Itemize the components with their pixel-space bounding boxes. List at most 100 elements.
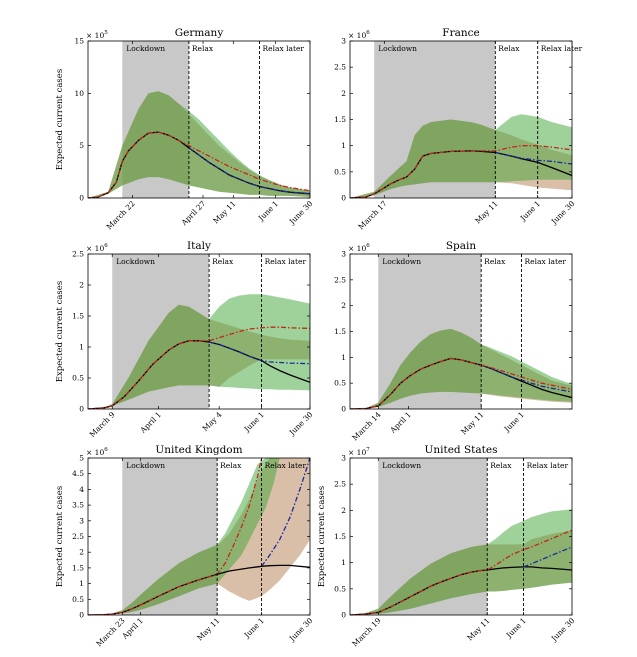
x-tick-label: June 30 xyxy=(549,616,577,644)
x-tick-label: April 27 xyxy=(179,199,208,228)
green-band xyxy=(350,328,572,409)
y-tick-label: 0.5 xyxy=(334,379,346,388)
lockdown-label: Lockdown xyxy=(126,461,165,470)
relax-later-label: Relax later xyxy=(527,461,569,470)
x-tick-label: March 17 xyxy=(356,199,388,231)
y-tick-label: 2 xyxy=(79,281,84,290)
panel-united-kingdom: Lockdown Relax Relax later 0 0.5 1 1.5 2 2.5 3 3.5… xyxy=(55,444,315,648)
x-tick-label: March 22 xyxy=(104,199,136,231)
solid-line xyxy=(350,566,572,615)
y-tick-label: 1 xyxy=(341,558,346,567)
x-tick-label: May 11 xyxy=(195,616,221,642)
relax-label: Relax xyxy=(192,44,214,53)
y-tick-label: 3.5 xyxy=(72,501,84,510)
y-exponent-label: × 106 xyxy=(348,243,370,253)
blue-dashdot-line xyxy=(208,341,310,365)
y-tick-label: 0.5 xyxy=(72,595,84,604)
panel-title: Spain xyxy=(446,240,477,252)
relax-later-label: Relax later xyxy=(265,257,307,266)
y-tick-label: 1.5 xyxy=(72,563,84,572)
green-band xyxy=(88,91,310,198)
x-tick-label: May 11 xyxy=(465,616,491,642)
x-tick-label: April 1 xyxy=(138,410,163,435)
y-tick-label: 2 xyxy=(341,89,346,98)
x-tick-label: June 30 xyxy=(287,410,315,438)
y-tick-label: 0 xyxy=(79,405,84,414)
panel-united-states: Lockdown Relax Relax later 0 0.5 1 1.5 2 2.5 3 Mar… xyxy=(317,444,577,648)
y-tick-label: 2.5 xyxy=(334,275,346,284)
blue-dashdot-line xyxy=(495,151,572,165)
red-dashdot-line xyxy=(350,529,572,615)
x-tick-label: April 1 xyxy=(388,410,413,435)
y-exponent-label: × 106 xyxy=(348,30,370,40)
lockdown-label: Lockdown xyxy=(378,44,417,53)
red-dashdot-line xyxy=(88,458,263,615)
relax-later-label: Relax later xyxy=(541,44,583,53)
relax-label: Relax xyxy=(490,461,512,470)
green-band xyxy=(350,509,572,615)
y-tick-label: 1 xyxy=(79,343,84,352)
relax-label: Relax xyxy=(220,461,242,470)
y-tick-label: 2 xyxy=(79,548,84,557)
relax-label: Relax xyxy=(484,257,506,266)
y-exponent-power: 5 xyxy=(104,30,108,36)
green-band xyxy=(88,458,280,615)
y-tick-label: 1 xyxy=(341,141,346,150)
axes-frame xyxy=(87,253,311,410)
y-tick-label: 2.5 xyxy=(72,250,84,259)
y-tick-label: 5 xyxy=(79,141,84,150)
red-dashdot-line xyxy=(350,145,572,198)
red-dashdot-line xyxy=(88,131,310,198)
y-tick-label: 1.5 xyxy=(334,115,346,124)
panel-title: United Kingdom xyxy=(155,444,242,456)
y-tick-label: 0 xyxy=(341,194,346,203)
y-tick-label: 3 xyxy=(79,516,84,525)
relax-later-label: Relax later xyxy=(525,257,567,266)
axes-frame xyxy=(87,40,311,199)
y-tick-label: 0 xyxy=(79,194,84,203)
x-tick-label: March 19 xyxy=(350,616,382,648)
x-tick-label: March 14 xyxy=(350,410,382,442)
x-tick-label: June 1 xyxy=(242,616,266,640)
panel-title: United States xyxy=(425,444,498,456)
relax-label: Relax xyxy=(498,44,520,53)
y-tick-label: 0.5 xyxy=(72,374,84,383)
blue-dashdot-line xyxy=(188,147,310,195)
y-exponent-power: 7 xyxy=(366,447,370,453)
y-tick-label: 1.5 xyxy=(72,312,84,321)
y-exponent-label: × 106 xyxy=(86,243,108,253)
x-tick-label: June 30 xyxy=(287,199,315,227)
x-tick-label: June 30 xyxy=(549,199,577,227)
relax-later-label: Relax later xyxy=(265,461,307,470)
y-exponent-label: × 106 xyxy=(86,447,108,457)
y-tick-label: 0.5 xyxy=(334,584,346,593)
y-exponent-power: 6 xyxy=(366,243,370,249)
green-band xyxy=(88,294,310,409)
y-tick-label: 3 xyxy=(341,454,346,463)
lockdown-label: Lockdown xyxy=(382,257,421,266)
y-tick-label: 10 xyxy=(74,89,84,98)
panel-title: Germany xyxy=(175,27,224,39)
lockdown-label: Lockdown xyxy=(116,257,155,266)
x-tick-label: May 11 xyxy=(211,199,237,225)
panel-title: France xyxy=(442,27,479,39)
y-tick-label: 1 xyxy=(341,353,346,362)
y-exponent-power: 6 xyxy=(104,243,108,249)
y-tick-label: 4 xyxy=(79,485,84,494)
panel-italy: Lockdown Relax Relax later 0 0.5 1 1.5 2 2.5 Marc… xyxy=(55,240,315,439)
x-tick-label: June 1 xyxy=(504,616,528,640)
x-tick-label: June 1 xyxy=(502,410,526,434)
x-tick-label: June 1 xyxy=(518,199,542,223)
y-tick-label: 3 xyxy=(341,37,346,46)
x-tick-label: May 11 xyxy=(459,410,485,436)
y-tick-label: 1.5 xyxy=(334,327,346,336)
y-tick-label: 0 xyxy=(341,611,346,620)
panel-title: Italy xyxy=(187,240,211,252)
y-axis-label: Expected current cases xyxy=(55,486,65,587)
y-tick-label: 2.5 xyxy=(72,532,84,541)
panel-spain: Lockdown Relax Relax later 0 0.5 1 1.5 2 2.5 3 Mar… xyxy=(334,240,573,442)
y-tick-label: 15 xyxy=(74,37,84,46)
red-dashdot-line xyxy=(88,326,310,409)
y-tick-label: 2.5 xyxy=(334,480,346,489)
